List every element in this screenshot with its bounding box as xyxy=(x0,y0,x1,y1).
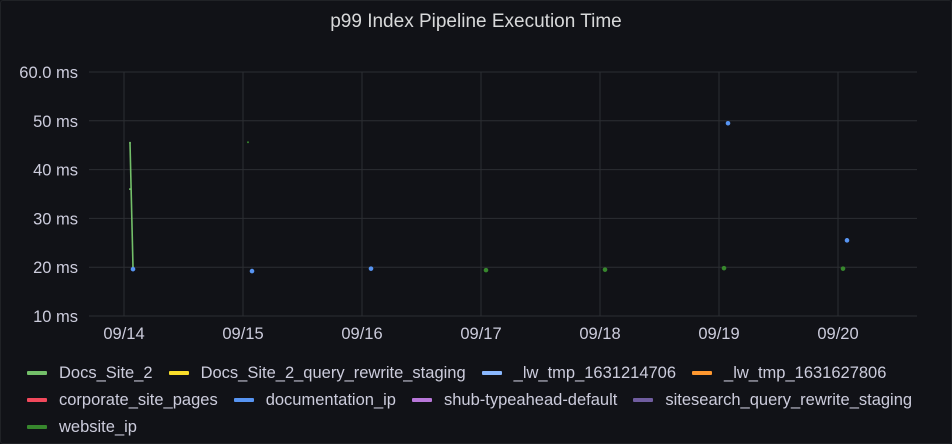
legend-swatch xyxy=(411,398,432,402)
legend-item[interactable]: sitesearch_query_rewrite_staging xyxy=(633,389,912,411)
legend-swatch xyxy=(27,398,47,402)
data-point xyxy=(368,266,374,271)
legend: Docs_Site_2 Docs_Site_2_query_rewrite_sta… xyxy=(27,362,947,438)
x-tick-label: 09/14 xyxy=(103,325,144,343)
legend-label: shub-typeahead-default xyxy=(443,390,618,409)
legend-item[interactable]: _lw_tmp_1631214706 xyxy=(481,362,677,384)
legend-item[interactable]: website_ip xyxy=(27,416,137,438)
y-tick-label: 60.0 ms xyxy=(19,64,78,82)
data-point xyxy=(129,188,131,191)
data-point xyxy=(721,265,727,271)
legend-label: documentation_ip xyxy=(265,390,396,409)
legend-swatch xyxy=(27,425,47,429)
legend-item[interactable]: Docs_Site_2_query_rewrite_staging xyxy=(168,362,466,384)
x-tick-label: 09/18 xyxy=(579,325,620,343)
series-marks xyxy=(129,120,850,274)
legend-swatch xyxy=(692,371,713,375)
legend-swatch xyxy=(233,398,254,402)
y-axis: 10 ms 20 ms 30 ms 40 ms 50 ms 60.0 ms xyxy=(19,64,78,326)
legend-swatch xyxy=(27,371,47,375)
y-tick-label: 30 ms xyxy=(33,210,78,228)
panel-title: p99 Index Pipeline Execution Time xyxy=(330,11,622,32)
y-tick-label: 10 ms xyxy=(33,308,78,326)
data-point xyxy=(840,266,846,271)
legend-swatch xyxy=(633,398,654,402)
legend-item[interactable]: _lw_tmp_1631627806 xyxy=(692,362,886,384)
data-point xyxy=(130,266,136,272)
legend-label: sitesearch_query_rewrite_staging xyxy=(665,390,913,409)
x-tick-label: 09/16 xyxy=(341,325,382,343)
legend-swatch xyxy=(481,371,502,375)
data-point xyxy=(602,267,608,272)
series-line-docs-site-2 xyxy=(129,142,134,268)
x-axis: 09/14 09/15 09/16 09/17 09/18 09/19 09/20 xyxy=(103,325,858,343)
x-tick-label: 09/15 xyxy=(222,325,263,343)
x-tick-label: 09/20 xyxy=(817,325,858,343)
data-point xyxy=(483,267,489,273)
legend-swatch xyxy=(168,371,189,375)
legend-item[interactable]: corporate_site_pages xyxy=(27,389,218,411)
legend-item[interactable]: shub-typeahead-default xyxy=(411,389,618,411)
data-point xyxy=(249,268,255,274)
grid xyxy=(89,71,917,317)
data-point xyxy=(247,141,249,144)
y-tick-label: 50 ms xyxy=(33,113,78,131)
legend-label: Docs_Site_2 xyxy=(59,363,153,382)
data-point xyxy=(725,120,731,126)
legend-item[interactable]: Docs_Site_2 xyxy=(27,362,153,384)
y-tick-label: 20 ms xyxy=(33,259,78,277)
legend-label: corporate_site_pages xyxy=(59,390,218,409)
y-tick-label: 40 ms xyxy=(33,162,78,180)
x-tick-label: 09/17 xyxy=(460,325,501,343)
legend-label: website_ip xyxy=(59,417,137,436)
legend-label: _lw_tmp_1631214706 xyxy=(513,363,677,382)
legend-item[interactable]: documentation_ip xyxy=(233,389,396,411)
x-tick-label: 09/19 xyxy=(698,325,739,343)
data-point xyxy=(129,141,131,144)
legend-label: _lw_tmp_1631627806 xyxy=(724,363,887,382)
data-point xyxy=(844,238,850,243)
legend-label: Docs_Site_2_query_rewrite_staging xyxy=(200,363,466,382)
